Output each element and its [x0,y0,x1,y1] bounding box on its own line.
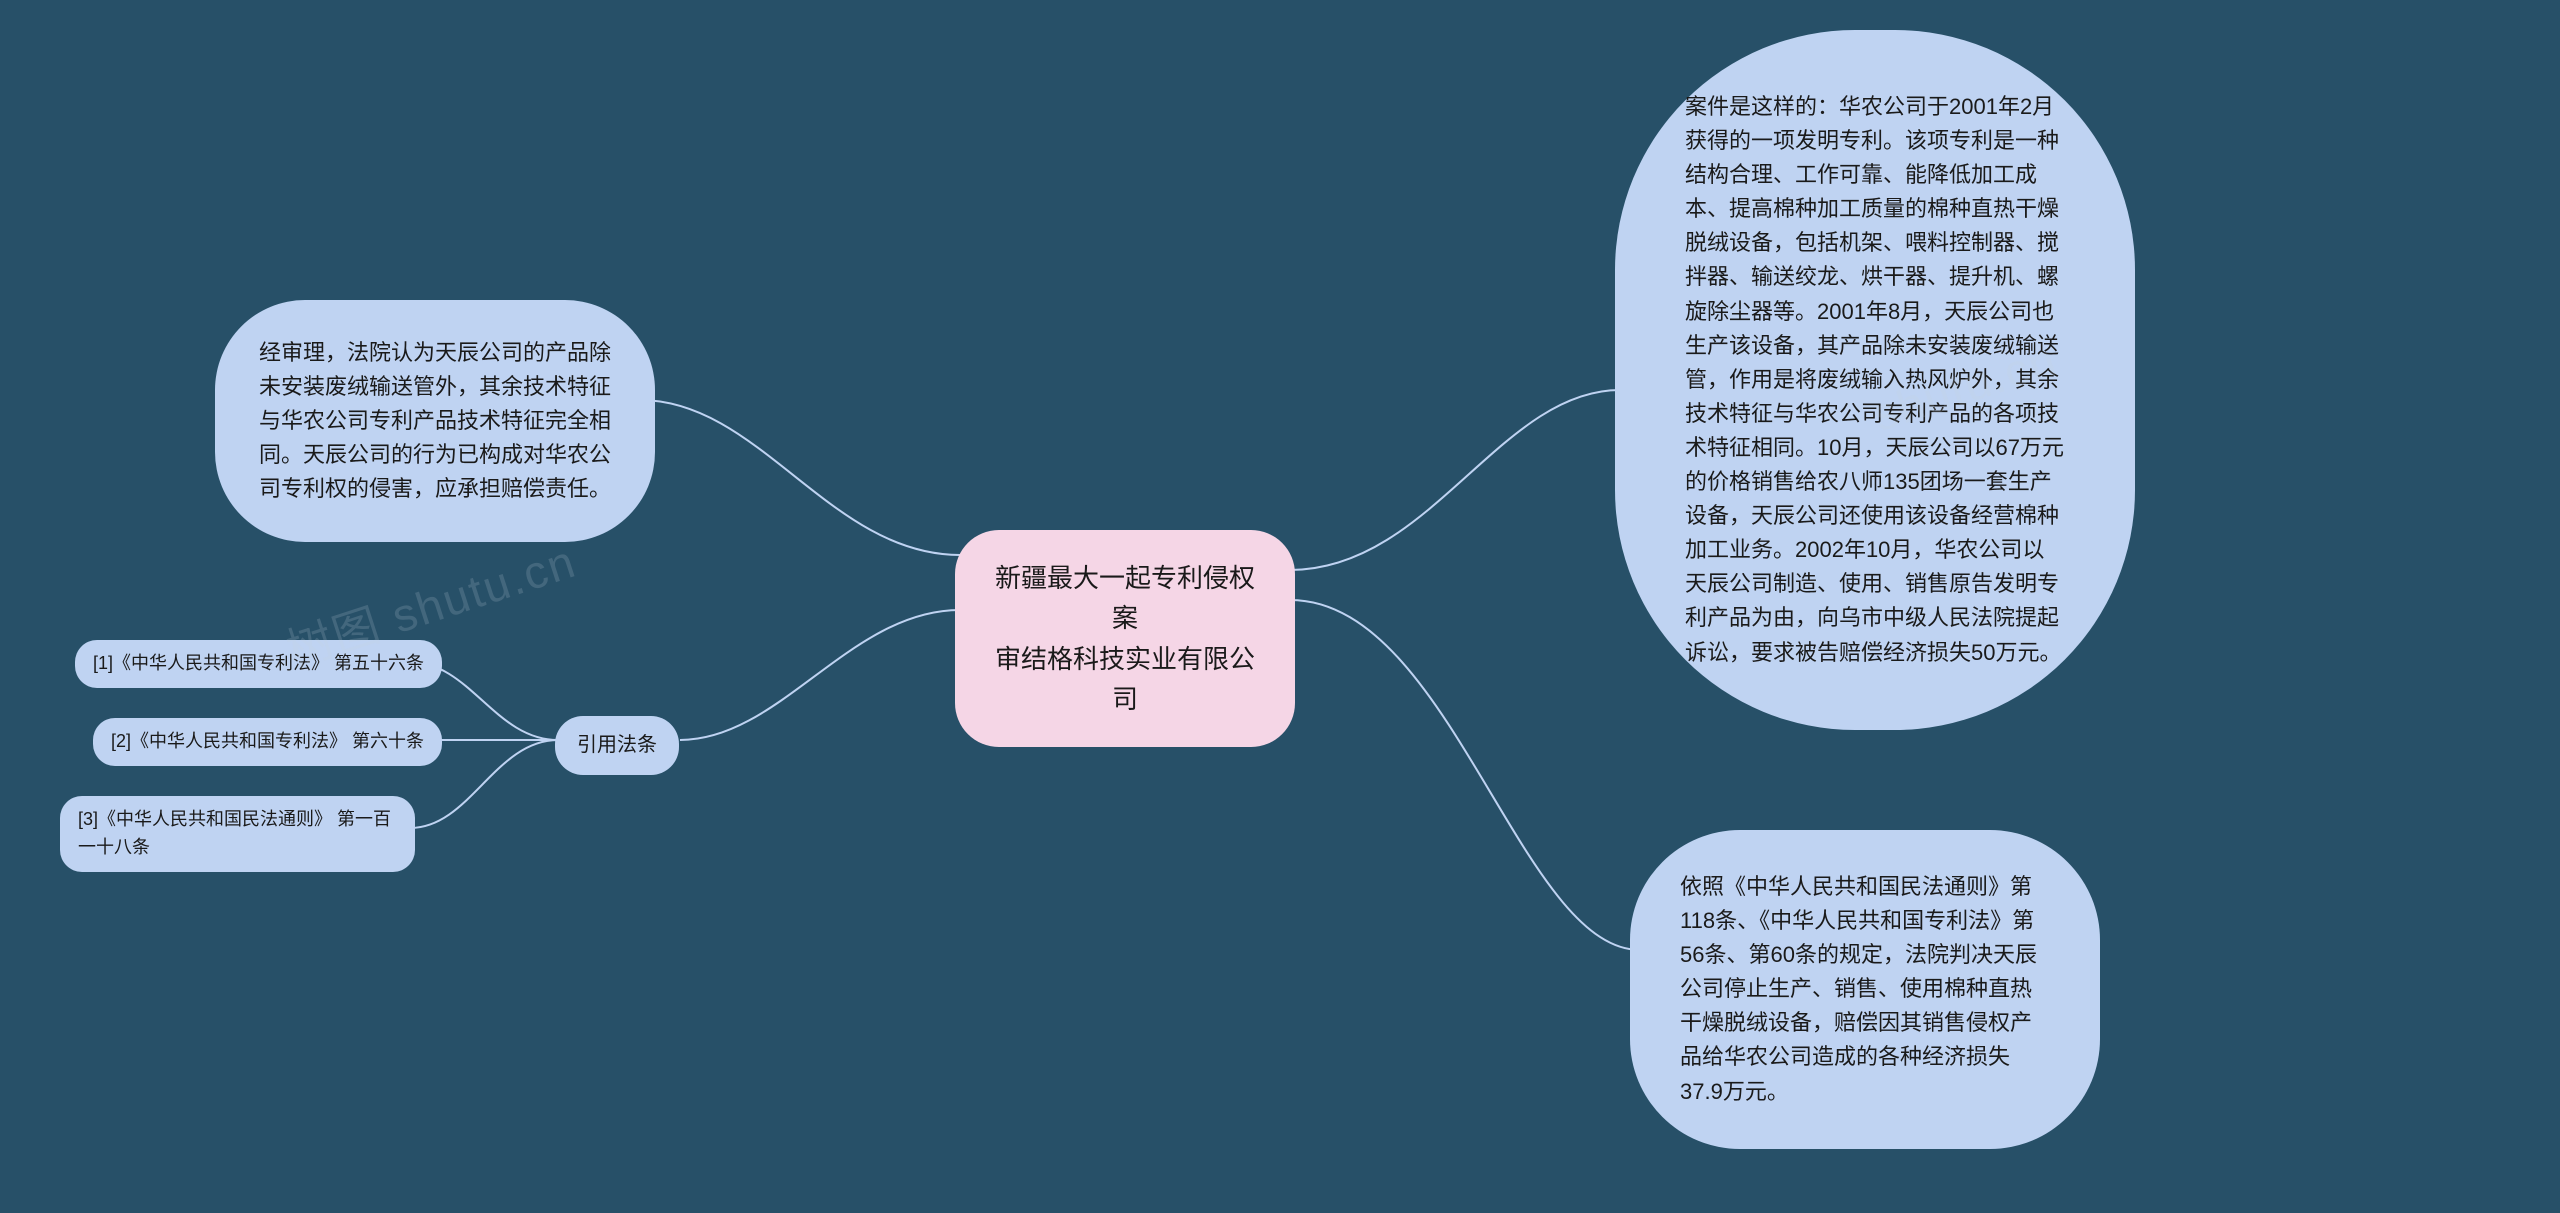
citation-3: [3]《中华人民共和国民法通则》 第一百一十八条 [60,796,415,872]
case-node: 案件是这样的：华农公司于2001年2月获得的一项发明专利。该项专利是一种结构合理… [1615,30,2135,730]
judgment-node: 依照《中华人民共和国民法通则》第118条、《中华人民共和国专利法》第56条、第6… [1630,830,2100,1149]
citation-2: [2]《中华人民共和国专利法》 第六十条 [93,718,442,766]
trial-node: 经审理，法院认为天辰公司的产品除未安装废绒输送管外，其余技术特征与华农公司专利产… [215,300,655,542]
center-line2: 审结格科技实业有限公司 [991,639,1259,720]
judgment-text: 依照《中华人民共和国民法通则》第118条、《中华人民共和国专利法》第56条、第6… [1680,870,2050,1109]
citation-3-text: [3]《中华人民共和国民法通则》 第一百一十八条 [78,809,391,857]
trial-text: 经审理，法院认为天辰公司的产品除未安装废绒输送管外，其余技术特征与华农公司专利产… [259,336,611,506]
citation-1: [1]《中华人民共和国专利法》 第五十六条 [75,640,442,688]
center-node: 新疆最大一起专利侵权案 审结格科技实业有限公司 [955,530,1295,747]
cite-label-text: 引用法条 [577,734,657,756]
case-text: 案件是这样的：华农公司于2001年2月获得的一项发明专利。该项专利是一种结构合理… [1685,90,2065,670]
center-line1: 新疆最大一起专利侵权案 [991,558,1259,639]
cite-label-node: 引用法条 [555,716,679,775]
citation-2-text: [2]《中华人民共和国专利法》 第六十条 [111,731,424,751]
citation-1-text: [1]《中华人民共和国专利法》 第五十六条 [93,653,424,673]
